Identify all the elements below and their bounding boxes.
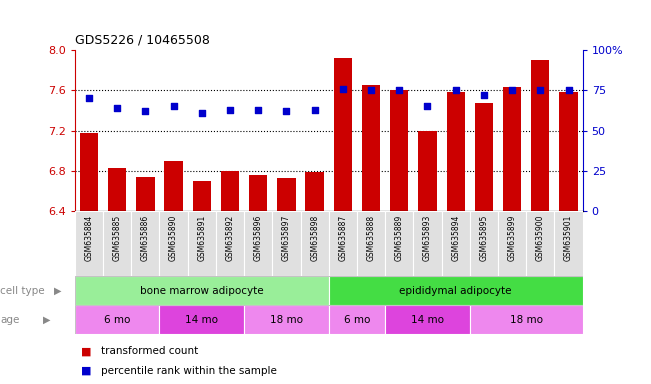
Text: GSM635890: GSM635890 (169, 214, 178, 261)
Bar (475, 103, 493, 211)
Point (563, 87, 574, 93)
Bar (419, 131, 437, 211)
Point (450, 87, 461, 93)
Bar (165, 161, 183, 211)
Point (535, 87, 546, 93)
Text: ■: ■ (81, 366, 92, 376)
Point (422, 103, 433, 109)
Point (140, 108, 150, 114)
Text: GSM635897: GSM635897 (282, 214, 291, 261)
FancyBboxPatch shape (385, 305, 470, 334)
Point (169, 103, 179, 109)
Text: transformed count: transformed count (101, 346, 198, 356)
Point (507, 87, 518, 93)
Text: percentile rank within the sample: percentile rank within the sample (101, 366, 277, 376)
Text: ▶: ▶ (53, 286, 61, 296)
FancyBboxPatch shape (329, 211, 357, 276)
Point (309, 106, 320, 113)
Bar (503, 87, 521, 211)
Bar (305, 172, 324, 211)
Bar (362, 85, 380, 211)
Bar (277, 178, 296, 211)
FancyBboxPatch shape (301, 211, 329, 276)
FancyBboxPatch shape (470, 211, 498, 276)
Text: ▶: ▶ (43, 314, 51, 325)
Point (394, 87, 404, 93)
Text: GSM635898: GSM635898 (310, 214, 319, 261)
Point (253, 106, 264, 113)
Point (281, 108, 292, 114)
Point (338, 86, 348, 92)
FancyBboxPatch shape (555, 211, 583, 276)
FancyBboxPatch shape (216, 211, 244, 276)
FancyBboxPatch shape (159, 305, 244, 334)
Text: GSM635892: GSM635892 (225, 214, 234, 261)
FancyBboxPatch shape (75, 276, 329, 305)
Point (366, 87, 376, 93)
Point (225, 106, 235, 113)
Text: GSM635894: GSM635894 (451, 214, 460, 261)
Text: bone marrow adipocyte: bone marrow adipocyte (140, 286, 264, 296)
Text: GSM635900: GSM635900 (536, 214, 545, 261)
Text: 18 mo: 18 mo (270, 314, 303, 325)
FancyBboxPatch shape (244, 211, 272, 276)
FancyBboxPatch shape (132, 211, 159, 276)
Bar (559, 92, 577, 211)
Bar (531, 60, 549, 211)
Bar (80, 132, 98, 211)
FancyBboxPatch shape (498, 211, 526, 276)
Point (112, 105, 122, 111)
Text: cell type: cell type (0, 286, 45, 296)
Text: GSM635884: GSM635884 (85, 214, 94, 261)
Text: 6 mo: 6 mo (104, 314, 130, 325)
Bar (108, 168, 126, 211)
Text: 14 mo: 14 mo (186, 314, 218, 325)
Bar (249, 175, 268, 211)
Point (478, 92, 489, 98)
Text: GDS5226 / 10465508: GDS5226 / 10465508 (75, 33, 210, 46)
Bar (447, 92, 465, 211)
Text: GSM635895: GSM635895 (479, 214, 488, 261)
FancyBboxPatch shape (329, 276, 583, 305)
Text: GSM635886: GSM635886 (141, 214, 150, 261)
FancyBboxPatch shape (441, 211, 470, 276)
Text: 6 mo: 6 mo (344, 314, 370, 325)
Point (197, 110, 207, 116)
Text: GSM635901: GSM635901 (564, 214, 573, 261)
Text: GSM635896: GSM635896 (254, 214, 263, 261)
FancyBboxPatch shape (159, 211, 187, 276)
Bar (334, 58, 352, 211)
FancyBboxPatch shape (187, 211, 216, 276)
FancyBboxPatch shape (329, 305, 385, 334)
Bar (221, 171, 239, 211)
FancyBboxPatch shape (470, 305, 583, 334)
FancyBboxPatch shape (526, 211, 555, 276)
Text: GSM635885: GSM635885 (113, 214, 122, 261)
FancyBboxPatch shape (385, 211, 413, 276)
FancyBboxPatch shape (75, 211, 103, 276)
Text: 18 mo: 18 mo (510, 314, 543, 325)
Bar (193, 181, 211, 211)
Text: GSM635893: GSM635893 (423, 214, 432, 261)
Text: 14 mo: 14 mo (411, 314, 444, 325)
FancyBboxPatch shape (244, 305, 329, 334)
Text: GSM635887: GSM635887 (339, 214, 348, 261)
Point (84, 95, 94, 101)
Text: age: age (0, 314, 20, 325)
FancyBboxPatch shape (413, 211, 441, 276)
FancyBboxPatch shape (272, 211, 301, 276)
Text: epididymal adipocyte: epididymal adipocyte (400, 286, 512, 296)
Bar (390, 90, 408, 211)
Text: GSM635899: GSM635899 (508, 214, 517, 261)
FancyBboxPatch shape (75, 305, 159, 334)
Text: GSM635891: GSM635891 (197, 214, 206, 261)
Bar (136, 177, 154, 211)
FancyBboxPatch shape (357, 211, 385, 276)
Text: ■: ■ (81, 346, 92, 356)
Text: GSM635888: GSM635888 (367, 214, 376, 261)
Text: GSM635889: GSM635889 (395, 214, 404, 261)
FancyBboxPatch shape (103, 211, 132, 276)
